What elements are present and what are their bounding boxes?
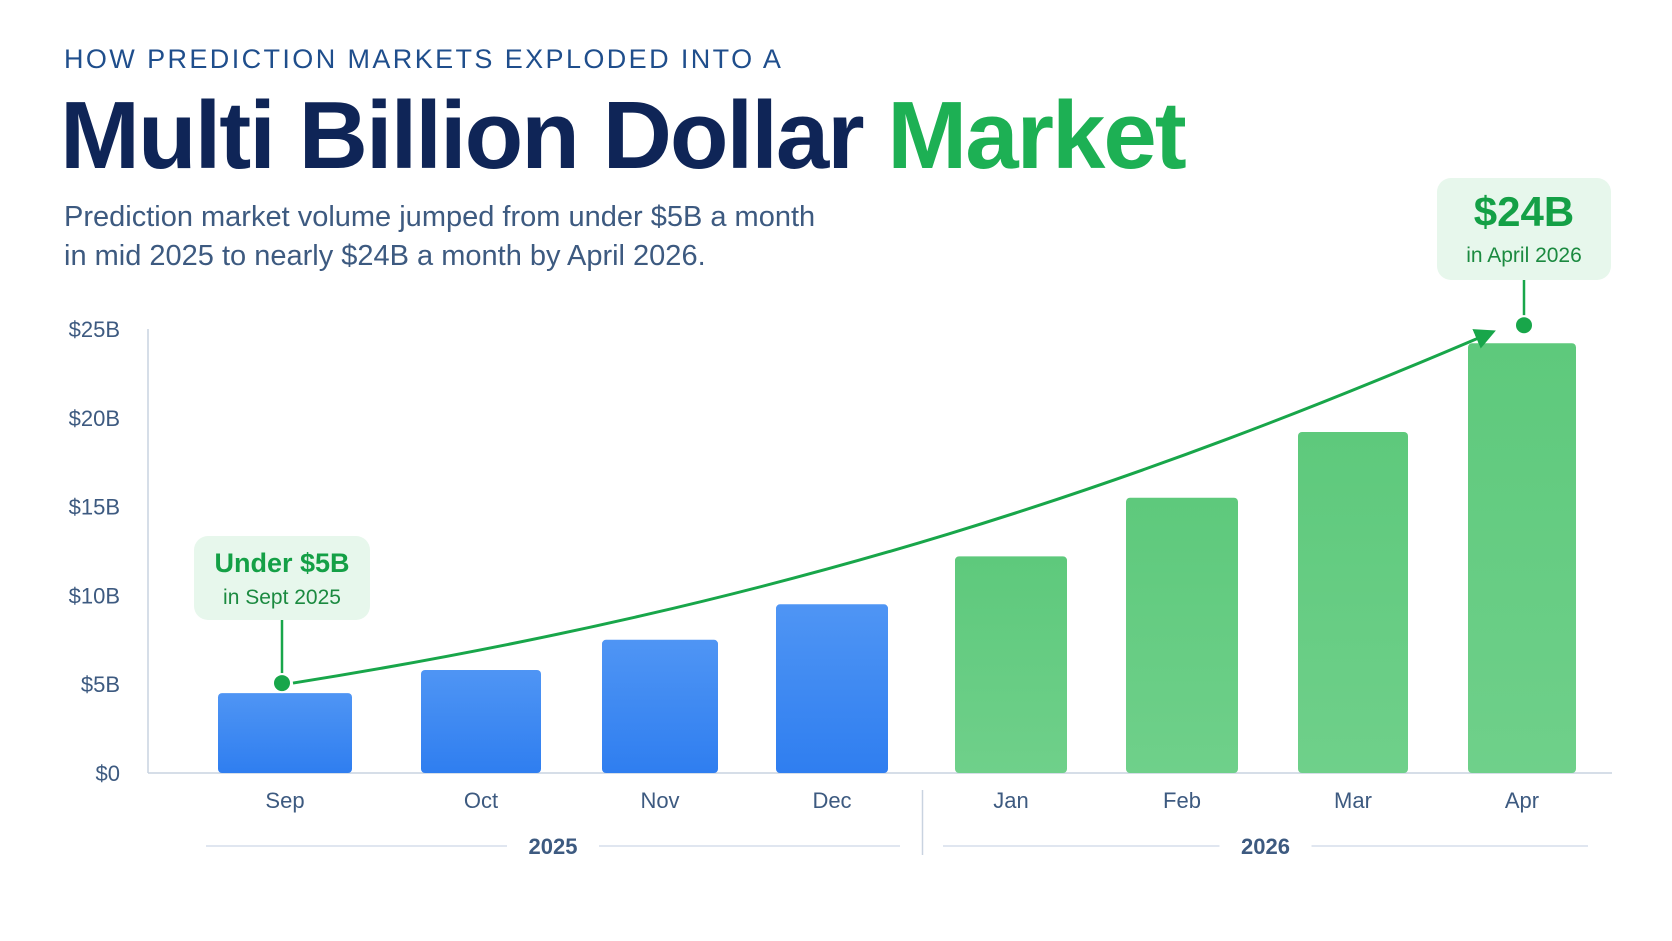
chart-title: Multi Billion Dollar Market xyxy=(60,78,1187,193)
x-tick-label-feb: Feb xyxy=(1163,788,1201,813)
y-tick-label-20b: $20B xyxy=(69,406,120,431)
trend-arrow xyxy=(292,329,1496,685)
x-tick-label-oct: Oct xyxy=(464,788,498,813)
annotation-dot-apr xyxy=(1514,315,1534,336)
chart-title-main: Multi Billion Dollar xyxy=(60,82,888,189)
x-tick-label-nov: Nov xyxy=(640,788,679,813)
y-tick-label-25b: $25B xyxy=(69,317,120,342)
bar-oct xyxy=(421,669,541,773)
chart-subtitle: Prediction market volume jumped from und… xyxy=(64,198,924,276)
bar-mar xyxy=(1298,432,1408,773)
annotation-subtitle-sep: in Sept 2025 xyxy=(223,586,341,609)
y-tick-label-0: $0 xyxy=(96,761,120,786)
x-tick-label-sep: Sep xyxy=(265,788,304,813)
year-label-2025: 2025 xyxy=(529,834,578,859)
chart-subtitle-line-2: in mid 2025 to nearly $24B a month by Ap… xyxy=(64,240,706,272)
annotation-subtitle-apr: in April 2026 xyxy=(1466,244,1582,267)
bar-feb xyxy=(1126,497,1238,773)
x-tick-label-apr: Apr xyxy=(1505,788,1539,813)
year-label-2026: 2026 xyxy=(1241,834,1290,859)
bar-dec xyxy=(776,604,888,773)
bar-jan xyxy=(955,556,1067,773)
y-tick-label-5b: $5B xyxy=(81,672,120,697)
chart-subtitle-line-1: Prediction market volume jumped from und… xyxy=(64,201,816,233)
annotation-box-sep xyxy=(194,536,370,620)
x-tick-label-mar: Mar xyxy=(1334,788,1372,813)
annotation-title-sep: Under $5B xyxy=(214,548,349,578)
y-tick-label-15b: $15B xyxy=(69,495,120,520)
bar-sep xyxy=(218,693,352,773)
bar-apr xyxy=(1468,343,1576,773)
x-tick-label-dec: Dec xyxy=(812,788,851,813)
annotation-dot-sep xyxy=(272,673,292,694)
annotation-title-apr: $24B xyxy=(1474,188,1574,235)
bar-nov xyxy=(602,639,718,773)
chart-eyebrow: HOW PREDICTION MARKETS EXPLODED INTO A xyxy=(64,44,784,74)
x-tick-label-jan: Jan xyxy=(993,788,1028,813)
chart-title-accent: Market xyxy=(887,82,1186,189)
annotation-box-apr xyxy=(1437,178,1611,280)
y-tick-label-10b: $10B xyxy=(69,583,120,608)
